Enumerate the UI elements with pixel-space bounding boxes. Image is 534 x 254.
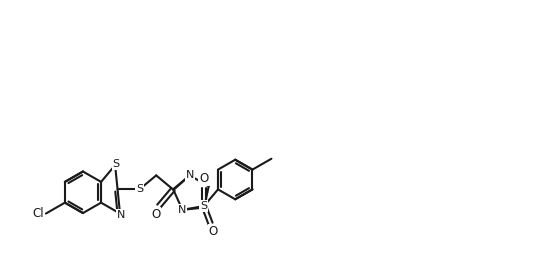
Text: O: O	[199, 172, 209, 185]
Text: S: S	[200, 201, 208, 211]
Text: N: N	[117, 210, 125, 219]
Text: O: O	[151, 208, 161, 221]
Text: S: S	[136, 184, 143, 194]
Text: S: S	[113, 159, 120, 169]
Text: Cl: Cl	[32, 207, 44, 220]
Text: N: N	[185, 170, 194, 180]
Text: N: N	[178, 205, 186, 215]
Text: O: O	[209, 226, 218, 239]
